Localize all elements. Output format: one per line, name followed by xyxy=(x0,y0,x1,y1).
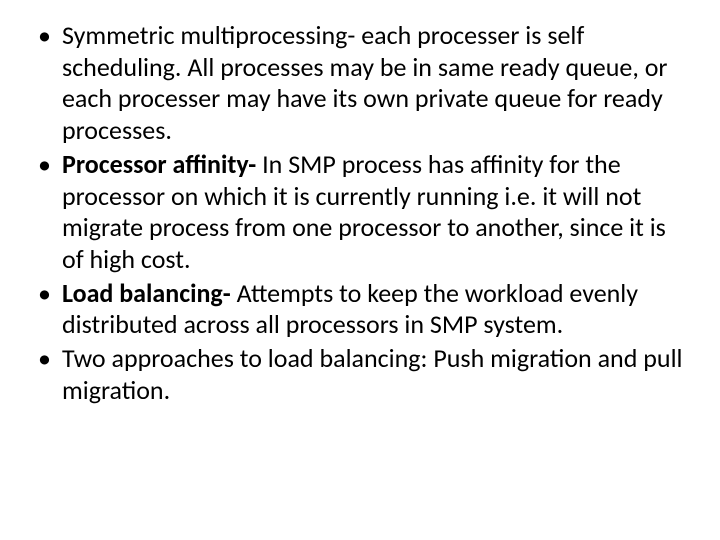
list-item: Processor affinity- In SMP process has a… xyxy=(30,149,690,276)
bullet-bold-prefix: Processor affinity- xyxy=(62,148,262,180)
bullet-text: Symmetric multiprocessing- each processe… xyxy=(62,19,667,146)
list-item: Two approaches to load balancing: Push m… xyxy=(30,343,690,406)
list-item: Load balancing- Attempts to keep the wor… xyxy=(30,278,690,341)
slide-content: Symmetric multiprocessing- each processe… xyxy=(0,0,720,540)
bullet-text: Two approaches to load balancing: Push m… xyxy=(62,342,683,406)
list-item: Symmetric multiprocessing- each processe… xyxy=(30,20,690,147)
bullet-bold-prefix: Load balancing- xyxy=(62,277,237,309)
bullet-list: Symmetric multiprocessing- each processe… xyxy=(30,20,690,407)
